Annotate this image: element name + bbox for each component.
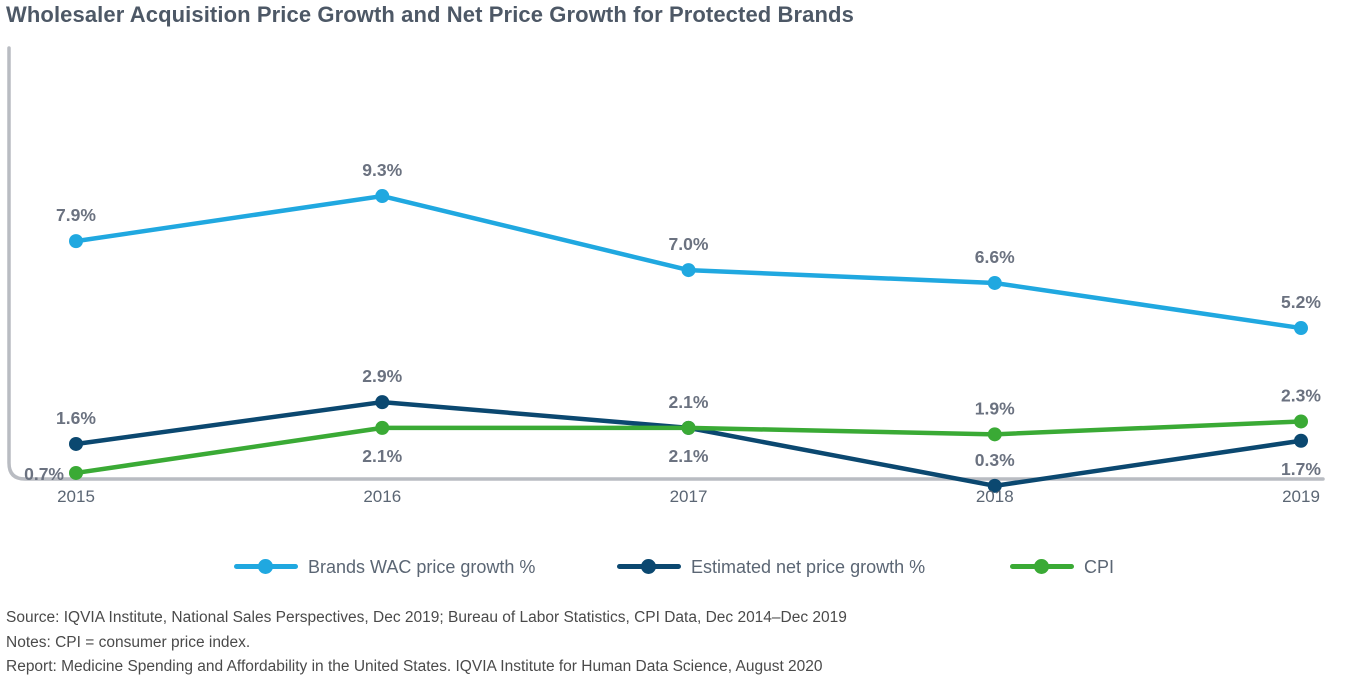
legend-swatch-wac	[234, 552, 298, 582]
point-net-price-2016	[375, 395, 390, 410]
data-label-cpi-2017: 2.1%	[669, 446, 709, 466]
legend-label-cpi: CPI	[1084, 556, 1115, 577]
legend: Brands WAC price growth % Estimated net …	[0, 552, 1352, 582]
source-note: Source: IQVIA Institute, National Sales …	[6, 609, 847, 626]
data-label-cpi-2016: 2.1%	[362, 446, 402, 466]
series-wac	[69, 189, 1308, 336]
chart-title: Wholesaler Acquisition Price Growth and …	[6, 2, 854, 27]
line-chart: 2015 2016 2017 2018 2019 7.9% 9.3% 7.0% 6.6% 5.2…	[7, 46, 1325, 506]
data-label-net-price-2017: 2.1%	[669, 392, 709, 412]
data-label-layer: 7.9% 9.3% 7.0% 6.6% 5.2% 1.6% 2.9% 2.1% 0.3% 1.7%…	[24, 160, 1321, 484]
legend-item-net-price: Estimated net price growth %	[617, 552, 925, 582]
legend-item-cpi: CPI	[1010, 552, 1114, 582]
data-label-cpi-2019: 2.3%	[1281, 385, 1321, 405]
legend-label-net-price: Estimated net price growth %	[691, 556, 926, 577]
chart-frame-axis	[7, 46, 1325, 481]
point-wac-2018	[987, 275, 1002, 290]
x-tick-layer: 2015 2016 2017 2018 2019	[57, 487, 1320, 506]
point-cpi-2017	[681, 420, 696, 435]
series-layer	[69, 189, 1308, 493]
data-label-cpi-2015: 0.7%	[24, 464, 64, 484]
data-label-wac-2016: 9.3%	[362, 160, 402, 180]
legend-swatch-cpi	[1010, 552, 1074, 582]
notes-note: Notes: CPI = consumer price index.	[6, 633, 251, 651]
data-label-net-price-2016: 2.9%	[362, 366, 402, 386]
x-tick-2017: 2017	[670, 487, 708, 506]
point-cpi-2016	[375, 420, 390, 435]
series-line-wac	[73, 193, 1304, 331]
data-label-net-price-2019: 1.7%	[1281, 459, 1321, 479]
legend-swatch-net-price	[617, 552, 681, 582]
legend-item-wac: Brands WAC price growth %	[234, 552, 535, 582]
data-label-wac-2017: 7.0%	[669, 234, 709, 254]
point-wac-2019	[1294, 321, 1308, 336]
footnotes: Source: IQVIA Institute, National Sales …	[6, 606, 847, 680]
report-note: Report: Medicine Spending and Affordabil…	[6, 658, 823, 675]
data-label-cpi-2018: 1.9%	[975, 398, 1015, 418]
point-net-price-2015	[69, 436, 83, 451]
x-tick-2015: 2015	[57, 487, 95, 506]
x-tick-2016: 2016	[363, 487, 401, 506]
x-tick-2018: 2018	[976, 487, 1014, 506]
data-label-net-price-2018: 0.3%	[975, 450, 1015, 470]
x-tick-2019: 2019	[1282, 487, 1320, 506]
point-wac-2015	[69, 234, 83, 249]
point-wac-2017	[681, 263, 696, 278]
point-net-price-2019	[1294, 433, 1308, 448]
point-cpi-2015	[69, 465, 83, 480]
point-wac-2016	[375, 189, 390, 204]
legend-label-wac: Brands WAC price growth %	[308, 556, 536, 577]
point-cpi-2018	[987, 427, 1002, 442]
series-cpi	[69, 414, 1308, 480]
point-cpi-2019	[1294, 414, 1308, 429]
data-label-net-price-2015: 1.6%	[56, 408, 96, 428]
data-label-wac-2019: 5.2%	[1281, 292, 1321, 312]
data-label-wac-2018: 6.6%	[975, 247, 1015, 267]
point-net-price-2018	[987, 478, 1002, 493]
data-label-wac-2015: 7.9%	[56, 205, 96, 225]
